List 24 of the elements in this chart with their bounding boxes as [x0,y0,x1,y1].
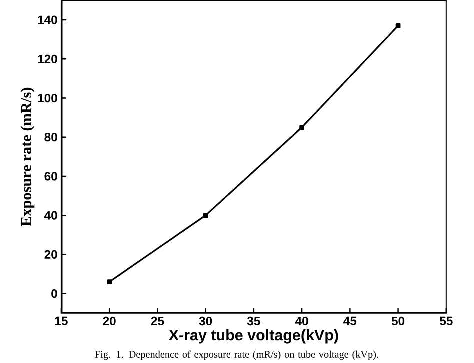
x-tick-label: 35 [247,316,260,326]
x-tick-label: 55 [440,316,453,326]
y-tick-label: 100 [38,94,58,102]
y-tick-label: 40 [44,211,58,220]
point [300,124,304,130]
x-tick-label: 40 [295,316,308,326]
y-tick-label: 60 [44,172,58,181]
x-tick-label: 30 [199,316,212,326]
point [203,212,208,218]
y-axis-title: Exposure rate (mR/s) [20,88,35,226]
y-tick-label: 140 [38,16,58,24]
x-tick-label: 45 [344,316,357,326]
point [396,23,401,28]
x-tick-label: 50 [392,316,405,326]
y-tick-label: 0 [52,289,58,298]
x-axis-title: X-ray tube voltage(kVp) [168,329,338,344]
y-tick-label: 80 [44,132,58,142]
x-tick-label: 20 [103,316,116,326]
x-tick-label: 25 [151,316,164,326]
y-tick-label: 20 [44,250,58,259]
x-tick-label: 15 [55,316,68,326]
caption: Fig. 1. Dependence of exposure rate (mR/s) on tube voltage (kVp). [95,350,378,360]
point [107,279,112,284]
y-tick-label: 120 [38,54,58,64]
